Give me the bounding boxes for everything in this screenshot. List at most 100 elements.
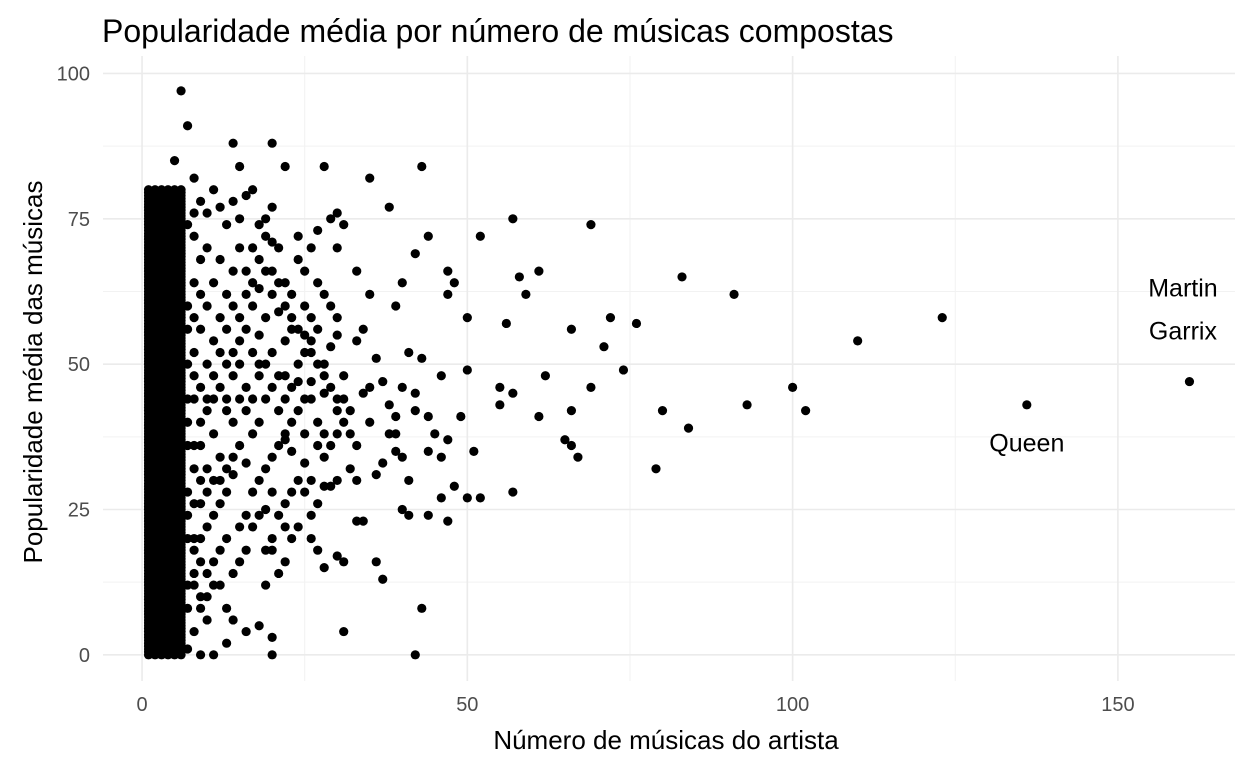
x-axis-tick-labels: 0 50 100 150 (136, 694, 1134, 716)
data-point (423, 510, 433, 520)
data-point (508, 214, 518, 224)
y-tick-label: 50 (68, 354, 90, 376)
data-point (228, 347, 238, 358)
data-point (443, 289, 453, 299)
x-tick-label: 150 (1101, 694, 1134, 716)
annotation-label: Martin (1148, 274, 1217, 302)
data-point (319, 371, 329, 381)
data-point (397, 504, 407, 515)
data-point (293, 406, 303, 416)
data-point (208, 429, 219, 439)
data-point (189, 313, 199, 323)
data-point (293, 254, 303, 265)
grid-major-lines (103, 56, 1235, 681)
data-point (1184, 376, 1195, 387)
data-point (189, 394, 199, 404)
data-point (267, 237, 277, 247)
data-point (182, 301, 193, 311)
data-point (280, 161, 290, 172)
data-point (586, 382, 596, 392)
data-point (267, 533, 277, 544)
data-point (208, 650, 219, 660)
data-point (378, 574, 388, 584)
data-point (345, 406, 355, 416)
data-point (228, 417, 238, 427)
data-point (261, 231, 271, 241)
data-point (534, 411, 544, 422)
data-point (404, 475, 414, 486)
data-point (274, 568, 284, 579)
data-point (391, 301, 401, 311)
data-point (254, 475, 264, 486)
data-point (195, 289, 206, 299)
data-point (729, 289, 739, 299)
data-point (215, 313, 225, 323)
data-point (339, 394, 349, 404)
data-point (352, 440, 362, 451)
data-point (222, 638, 232, 648)
data-point (222, 487, 232, 497)
data-point (254, 621, 264, 631)
data-point (176, 86, 186, 96)
data-point (215, 254, 225, 265)
data-point (300, 487, 310, 497)
data-point (189, 440, 199, 451)
data-point (313, 359, 323, 369)
data-point (176, 185, 186, 195)
data-point (202, 208, 212, 218)
data-point (443, 516, 453, 526)
data-point (475, 231, 485, 241)
data-point (508, 487, 518, 497)
data-point (449, 278, 459, 288)
y-tick-label: 0 (79, 645, 90, 667)
data-point (410, 406, 420, 416)
data-point (319, 359, 329, 369)
data-point (195, 499, 206, 509)
data-point (300, 394, 310, 404)
data-point (326, 440, 336, 451)
data-point (189, 464, 199, 474)
data-point (222, 220, 232, 230)
data-point (287, 446, 297, 456)
data-point (306, 336, 316, 346)
data-point (365, 417, 375, 427)
data-point (202, 394, 212, 404)
data-point (495, 400, 505, 410)
data-point (215, 475, 225, 486)
data-point (313, 417, 323, 427)
x-tick-label: 0 (136, 694, 147, 716)
data-point (222, 359, 232, 369)
data-point (208, 185, 219, 195)
data-point (182, 603, 193, 613)
data-point (254, 330, 264, 340)
data-point (235, 214, 245, 224)
data-point (313, 440, 323, 451)
data-point (222, 394, 232, 404)
data-point (228, 371, 238, 381)
data-point (365, 289, 375, 299)
data-point (391, 429, 401, 439)
chart-title: Popularidade média por número de músicas… (102, 13, 894, 49)
data-point (228, 615, 238, 625)
data-point (248, 243, 258, 253)
data-point (287, 487, 297, 497)
data-point (280, 336, 290, 346)
data-point (228, 196, 238, 206)
data-point (300, 429, 310, 439)
data-point (235, 557, 245, 567)
data-point (241, 190, 251, 201)
data-point (1022, 400, 1032, 410)
data-point (313, 324, 323, 334)
data-point (235, 313, 245, 323)
data-point (358, 516, 368, 526)
data-point (495, 382, 505, 392)
data-point (261, 359, 271, 369)
data-point (534, 266, 544, 276)
y-axis-title: Popularidade média das músicas (18, 181, 48, 564)
data-point (254, 417, 264, 427)
data-point (228, 452, 238, 462)
data-point (410, 249, 420, 259)
data-point (300, 458, 310, 468)
data-point (274, 510, 284, 520)
